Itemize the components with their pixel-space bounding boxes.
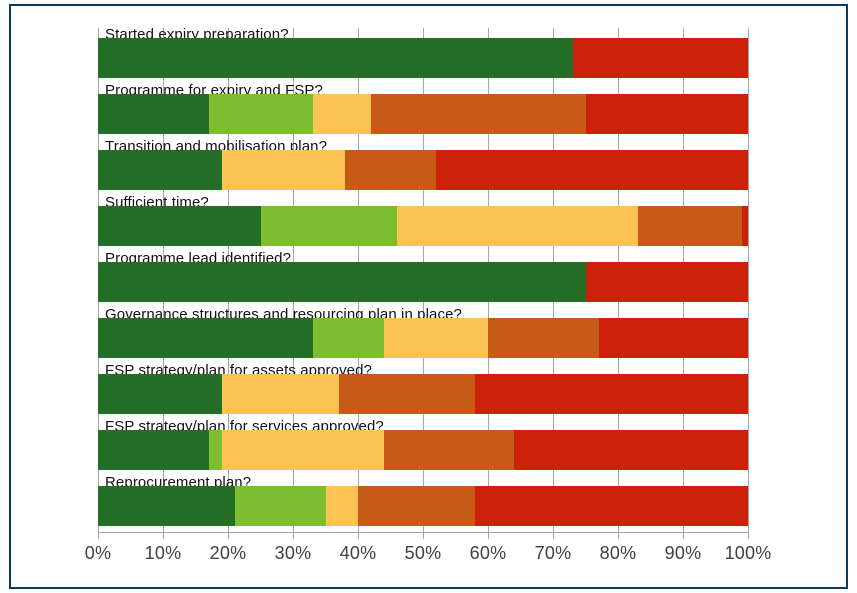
bar-row: Programme for expiry and FSP? bbox=[98, 83, 748, 140]
x-axis-tick-label: 0% bbox=[84, 543, 112, 563]
x-axis-tick bbox=[228, 532, 229, 539]
x-axis-tick-label: 100% bbox=[724, 543, 772, 563]
bar-segment-amber bbox=[221, 374, 339, 414]
bar-segment-orange bbox=[371, 94, 586, 134]
bar-segment-red bbox=[585, 262, 748, 302]
bar-segment-red bbox=[741, 206, 748, 246]
bar-segment-amber bbox=[221, 150, 345, 190]
bar-segment-red bbox=[572, 38, 748, 78]
stacked-bar bbox=[98, 206, 748, 246]
bar-segment-orange bbox=[488, 318, 599, 358]
x-axis-tick bbox=[293, 532, 294, 539]
bar-segment-amber bbox=[384, 318, 488, 358]
x-axis-tick-label: 70% bbox=[534, 543, 572, 563]
bar-segment-dark-green bbox=[98, 374, 222, 414]
x-axis-tick-label: 50% bbox=[404, 543, 442, 563]
stacked-bar bbox=[98, 430, 748, 470]
bar-segment-amber bbox=[397, 206, 638, 246]
stacked-bar bbox=[98, 374, 748, 414]
bar-row: Programme lead identified? bbox=[98, 251, 748, 308]
x-axis-tick-label: 20% bbox=[209, 543, 247, 563]
bar-segment-dark-green bbox=[98, 38, 573, 78]
bar-segment-red bbox=[514, 430, 748, 470]
bar-segment-red bbox=[436, 150, 748, 190]
x-axis-tick bbox=[358, 532, 359, 539]
stacked-bar bbox=[98, 318, 748, 358]
bar-row: Sufficient time? bbox=[98, 195, 748, 252]
bar-segment-dark-green bbox=[98, 262, 586, 302]
bar-segment-dark-green bbox=[98, 430, 209, 470]
x-axis-tick-label: 60% bbox=[469, 543, 507, 563]
bar-segment-amber bbox=[221, 430, 384, 470]
bar-segment-red bbox=[598, 318, 748, 358]
x-axis-tick-label: 30% bbox=[274, 543, 312, 563]
bar-row: Reprocurement plan? bbox=[98, 475, 748, 532]
stacked-bar bbox=[98, 262, 748, 302]
stacked-bar bbox=[98, 38, 748, 78]
bar-segment-red bbox=[475, 486, 748, 526]
x-axis-tick-label: 40% bbox=[339, 543, 377, 563]
bar-segment-orange bbox=[338, 374, 475, 414]
stacked-bar bbox=[98, 94, 748, 134]
x-axis-tick bbox=[423, 532, 424, 539]
bar-segment-light-green bbox=[208, 94, 313, 134]
bar-segment-red bbox=[475, 374, 748, 414]
bar-row: FSP strategy/plan for services approved? bbox=[98, 419, 748, 476]
bar-row: FSP strategy/plan for assets approved? bbox=[98, 363, 748, 420]
bar-segment-amber bbox=[325, 486, 358, 526]
bar-segment-light-green bbox=[234, 486, 326, 526]
bar-segment-light-green bbox=[260, 206, 397, 246]
x-axis-tick bbox=[553, 532, 554, 539]
bar-segment-orange bbox=[345, 150, 436, 190]
bar-segment-orange bbox=[384, 430, 514, 470]
bar-segment-amber bbox=[312, 94, 371, 134]
bar-row: Governance structures and resourcing pla… bbox=[98, 307, 748, 364]
bar-segment-orange bbox=[358, 486, 475, 526]
bar-row: Transition and mobilisation plan? bbox=[98, 139, 748, 196]
x-axis-tick-label: 80% bbox=[599, 543, 637, 563]
stacked-bar bbox=[98, 486, 748, 526]
bar-segment-light-green bbox=[312, 318, 384, 358]
bar-segment-light-green bbox=[208, 430, 222, 470]
plot-area: Started expiry preparation? Programme for… bbox=[98, 27, 749, 532]
gridline bbox=[748, 28, 749, 532]
bar-segment-dark-green bbox=[98, 486, 235, 526]
x-axis-tick bbox=[163, 532, 164, 539]
bar-segment-dark-green bbox=[98, 150, 222, 190]
bar-segment-dark-green bbox=[98, 318, 313, 358]
x-axis-tick bbox=[98, 532, 99, 539]
x-axis: 0% 10% 20% 30% 40% 50% 60% 70% 80% 90% 100% bbox=[85, 532, 771, 572]
x-axis-tick-label: 90% bbox=[664, 543, 702, 563]
stacked-bar bbox=[98, 150, 748, 190]
x-axis-tick bbox=[748, 532, 749, 539]
x-axis-tick bbox=[683, 532, 684, 539]
bar-segment-dark-green bbox=[98, 206, 261, 246]
x-axis-tick bbox=[488, 532, 489, 539]
bar-segment-orange bbox=[637, 206, 742, 246]
x-axis-tick-label: 10% bbox=[144, 543, 182, 563]
bar-segment-dark-green bbox=[98, 94, 209, 134]
bar-segment-red bbox=[585, 94, 748, 134]
x-axis-tick bbox=[618, 532, 619, 539]
bar-row: Started expiry preparation? bbox=[98, 27, 748, 84]
